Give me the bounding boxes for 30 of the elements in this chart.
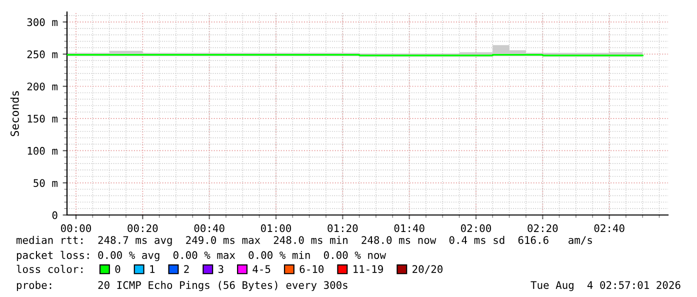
legend-label: 3 [218, 265, 224, 274]
text: median rtt: 248.7 ms avg 249.0 ms max 248.0 ms min 248.0 ms now 0.4 ms sd 616.6 am/s [16, 236, 592, 246]
legend-label: 11-19 [354, 265, 383, 274]
y-tick-label: 200 m [27, 82, 58, 90]
legend-label: 20/20 [412, 265, 442, 274]
legend-label: 2 [184, 265, 189, 273]
text: Tue Aug 4 02:57:01 2026 [530, 281, 680, 292]
x-tick-label: 01:00 [261, 224, 292, 232]
x-tick-label: 00:00 [61, 224, 92, 232]
text: loss color: [16, 264, 82, 274]
legend-label: 6-10 [300, 265, 324, 274]
legend-label: 4-5 [252, 265, 270, 274]
legend-label: 0 [115, 265, 120, 274]
y-tick-label: 0 [52, 211, 58, 220]
legend-label: 1 [150, 265, 155, 273]
x-tick-label: 02:40 [594, 224, 624, 232]
y-tick-label: 100 m [28, 146, 58, 155]
x-tick-label: 01:40 [394, 224, 424, 232]
x-tick-label: 00:40 [194, 224, 224, 232]
y-tick-label: 50 m [34, 179, 58, 187]
text: packet loss: 0.00 % avg 0.00 % max 0.00 % min 0.00 % now [16, 250, 386, 262]
x-tick-label: 02:20 [528, 224, 558, 232]
y-tick-label: 250 m [27, 50, 58, 58]
x-tick-label: 01:20 [328, 224, 358, 232]
y-tick-label: 150 m [28, 114, 58, 123]
y-axis-title: Seconds [10, 91, 19, 136]
x-tick-label: 00:20 [128, 224, 158, 232]
text: probe: 20 ICMP Echo Pings (56 Bytes) every 300s [16, 280, 348, 292]
x-tick-label: 02:00 [461, 224, 492, 232]
y-tick-label: 300 m [27, 18, 58, 26]
